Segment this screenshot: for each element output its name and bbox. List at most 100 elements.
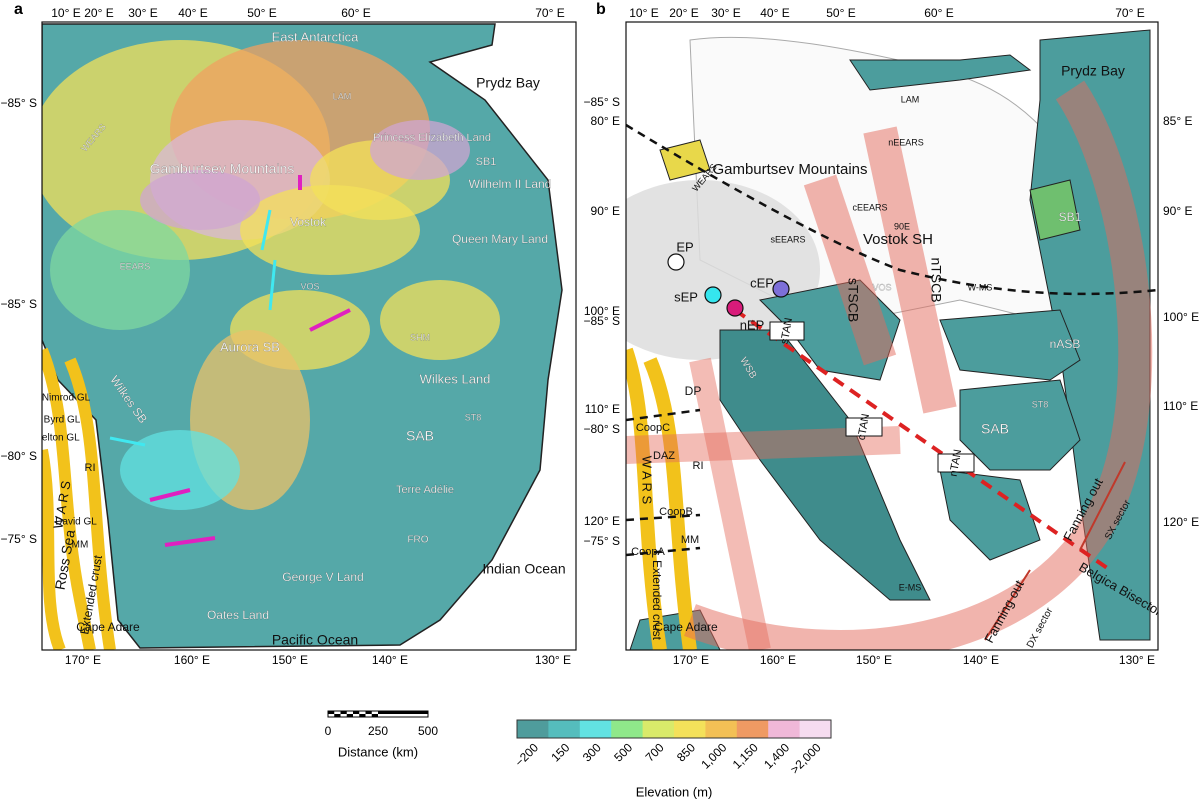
panel-b: Prydz Bay LAM Gamburtsev Mountains Vostok S…	[626, 22, 1158, 650]
longitude-label: 130° E	[1119, 653, 1155, 667]
dashed-line	[626, 513, 701, 522]
place-label: Skelton GL	[30, 433, 80, 444]
scale-bar-segment	[359, 714, 366, 717]
panel-letter: b	[596, 1, 606, 18]
place-label: LAM	[901, 94, 920, 104]
place-label: Cape Adare	[654, 620, 718, 634]
longitude-label: 130° E	[535, 653, 571, 667]
outcrop-region	[959, 379, 1081, 471]
scale-bar-title: Distance (km)	[338, 744, 418, 759]
axis-label: 90° E	[591, 204, 620, 218]
latitude-label: −85° S	[1, 96, 38, 110]
longitude-label: 70° E	[1115, 6, 1144, 20]
colorbar-tick-label: 300	[580, 740, 604, 764]
label-box	[937, 453, 975, 473]
place-label: LAM	[333, 91, 352, 101]
longitude-label: 50° E	[247, 6, 276, 20]
outcrop-region	[939, 309, 1081, 381]
scale-bar-segment	[340, 711, 347, 714]
shaded-region	[626, 180, 820, 360]
place-label: cTAN	[856, 413, 872, 441]
terrain-patch	[120, 430, 240, 510]
axis-label: −75° S	[584, 534, 621, 548]
place-label: Pacific Ocean	[272, 632, 358, 648]
colorbar-segment	[768, 720, 801, 738]
panel-a: East Antarctica Prydz Bay Princess Elizabe…	[30, 22, 576, 650]
place-label: Vostok	[290, 215, 327, 229]
outcrop-region	[1029, 179, 1081, 241]
tan-band	[626, 426, 901, 464]
dashed-line	[626, 546, 701, 557]
latitude-label: 85° E	[1163, 114, 1192, 128]
place-label: David GL	[55, 517, 97, 528]
colorbar-segment	[642, 720, 675, 738]
rift-band	[42, 347, 96, 650]
label-box	[769, 321, 805, 341]
place-label: MM	[72, 540, 89, 551]
pole-marker	[704, 286, 722, 304]
colorbar-title: Elevation (m)	[636, 784, 713, 799]
latitude-label: 90° E	[1163, 204, 1192, 218]
place-label: cEP	[750, 275, 774, 290]
colorbar-segment	[517, 720, 549, 738]
longitude-label: 20° E	[84, 6, 113, 20]
place-label: SB1	[1059, 210, 1082, 224]
place-label: ST8	[1032, 399, 1049, 409]
place-label: Cape Adare	[76, 620, 140, 634]
place-label: CoopA	[631, 546, 665, 558]
colorbar-segment	[736, 720, 769, 738]
panel-frame	[625, 21, 1159, 651]
colorbar-segment	[548, 720, 581, 738]
scale-bar-label: 250	[368, 724, 388, 738]
rift-band	[643, 357, 697, 650]
scale-bar-segment	[353, 711, 360, 714]
magenta-feature	[309, 308, 351, 332]
latitude-label: −75° S	[1, 532, 38, 546]
place-label: VOS	[300, 281, 319, 291]
rift-band	[64, 357, 116, 650]
axis-label: 80° E	[591, 114, 620, 128]
place-label: FRO	[407, 535, 428, 546]
label-box	[845, 417, 883, 437]
place-label: nTAN	[948, 448, 965, 477]
bisector-line	[733, 308, 1112, 572]
scale-bar-segment	[371, 714, 378, 717]
pole-marker	[667, 253, 685, 271]
panel-letter: a	[14, 1, 23, 18]
pole-marker	[726, 299, 744, 317]
magenta-feature	[149, 488, 191, 502]
scale-bar-label: 0	[325, 724, 332, 738]
axis-label: 110° E	[585, 402, 620, 416]
dashed-line	[626, 408, 701, 422]
colorbar-tick-label: 700	[643, 740, 667, 764]
place-label: CoopB	[659, 506, 693, 518]
place-label: SHM	[410, 332, 430, 342]
terrain-patch	[140, 170, 260, 230]
scale-bar-segment	[328, 711, 335, 714]
rift-band	[42, 448, 66, 650]
scale-bar-segment	[378, 711, 428, 714]
cyan-feature	[260, 209, 272, 251]
colorbar-tick-label: −200	[512, 740, 541, 769]
place-label: ST8	[465, 412, 482, 422]
place-label: sEP	[674, 289, 698, 304]
longitude-label: 30° E	[128, 6, 157, 20]
colorbar-segment	[799, 720, 832, 738]
axis-label: −85° S	[584, 95, 621, 109]
scale-bar-segment	[346, 714, 353, 717]
place-label: sTSCB	[845, 278, 861, 322]
latitude-label: 100° E	[1163, 310, 1199, 324]
place-label: nEP	[740, 317, 765, 332]
place-label: Extended crust	[650, 560, 664, 641]
place-label: Wilkes Land	[420, 371, 491, 386]
place-label: EEARS	[120, 261, 151, 271]
longitude-label: 150° E	[272, 653, 308, 667]
outcrop-region	[939, 469, 1041, 561]
place-label: W-MS	[968, 282, 993, 292]
place-label: Terre Adélie	[396, 484, 454, 496]
panel-frame	[41, 21, 577, 651]
colorbar-segment	[579, 720, 612, 738]
place-label: sTAN	[779, 317, 795, 345]
axis-label: −85° S	[584, 314, 621, 328]
